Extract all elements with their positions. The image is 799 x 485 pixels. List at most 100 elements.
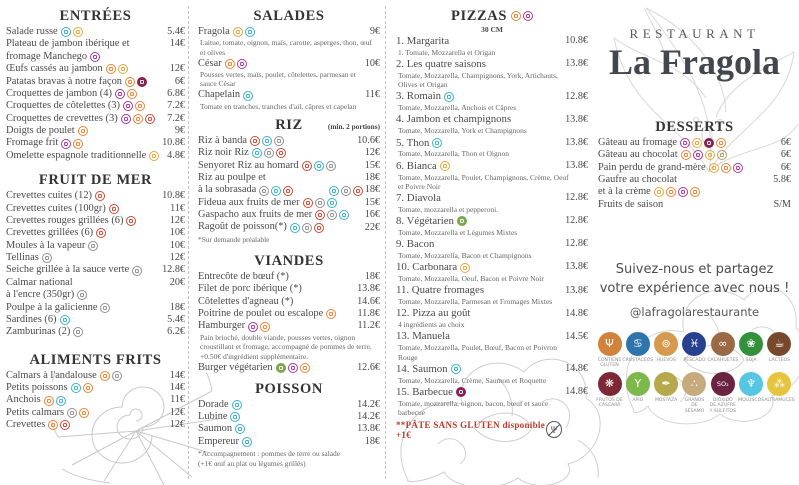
legend-lacteos: ☕ Lácteos — [766, 331, 793, 369]
item-price: 18€ — [364, 270, 380, 282]
item-name: Croquettes de jambon (4) — [6, 87, 112, 99]
menu-item: Riz noir Riz 12€ — [198, 147, 380, 159]
menu-item: Crevettes 12€ — [6, 419, 185, 431]
allergen-glyph — [247, 30, 252, 35]
item-right: 14.6€ — [354, 296, 380, 308]
orange-allergen-icon — [665, 187, 676, 198]
allergen-badges — [444, 91, 454, 102]
dioxido-de-azufre-y-sulfitos-icon: SO₂ — [710, 371, 735, 396]
allergen-glyph — [111, 206, 116, 211]
orange-allergen-icon — [77, 126, 88, 137]
menu-item: Riz au poulpe et 18€ — [198, 172, 380, 184]
allergen-badges — [439, 161, 450, 172]
allergen-badges — [248, 321, 271, 332]
item-price: 6€ — [780, 149, 791, 161]
cyan-allergen-icon — [289, 222, 300, 233]
menu-item: Crevettes cuites (12) 10.8€ — [6, 190, 185, 202]
red-allergen-icon — [301, 160, 312, 171]
item-price: 20€ — [169, 276, 185, 288]
orange-allergen-icon — [134, 101, 145, 112]
item-right: 12.8€ — [159, 264, 185, 276]
allergen-glyph — [76, 141, 81, 146]
menu-item: 7. Diavola 12.8€ — [396, 192, 588, 205]
allergen-badges — [67, 407, 90, 418]
item-right: 11€ — [167, 203, 185, 215]
item-right: 13.8€ — [562, 114, 588, 126]
section-header: RIZ (min. 2 portions) — [198, 116, 380, 134]
item-right: 12€ — [167, 252, 185, 264]
allergen-badges — [48, 420, 71, 431]
item-description: Tomate, Mozzarella, Crème, Saumon et Roq… — [398, 375, 547, 385]
section-header: FRUIT DE MER — [6, 171, 185, 189]
item-price: 12€ — [169, 406, 185, 418]
gray-allergen-icon — [340, 185, 351, 196]
cyan-allergen-icon — [262, 136, 273, 147]
allergen-glyph — [80, 293, 85, 298]
allergen-badges — [326, 309, 337, 320]
item-name: Croquettes de crevettes (3) — [6, 112, 118, 124]
instagram-handle: @lafragolarestaurante — [629, 304, 760, 319]
item-description: Tomate en tranches, tranches d'ail, câpr… — [200, 101, 357, 111]
orange-allergen-icon — [680, 150, 691, 161]
item-right: 6.2€ — [164, 326, 185, 338]
allergen-badges — [124, 76, 147, 87]
menu-item: Lubine 14.2€ — [198, 411, 380, 423]
item-name: à la sobrasada — [198, 184, 257, 196]
item-price: 15€ — [364, 159, 380, 171]
item-right: 10.6€ — [354, 135, 380, 147]
item-name: Pain perdu de grand-mère — [598, 161, 706, 173]
item-name: Crevettes cuites (12) — [6, 190, 92, 202]
column-pizzas: PIZZAS 30 CM 1. Margarita 10.8€ 1. Tomate, M… — [386, 0, 592, 485]
item-right: 13.8€ — [562, 160, 588, 172]
item-price: 12.8€ — [162, 264, 185, 276]
cyan-allergen-icon — [243, 90, 254, 101]
item-name: Chapelain — [198, 89, 241, 101]
allergen-badges — [653, 187, 700, 198]
purple-allergen-icon — [680, 137, 691, 148]
item-name: Anchois — [6, 394, 41, 406]
item-name: Œufs cassés au jambon — [6, 63, 103, 75]
allergen-glyph — [125, 104, 130, 109]
item-name: Ragoût de poisson(*) — [198, 221, 287, 233]
item-price: 13.8€ — [565, 58, 588, 70]
legend-huevos: ⊚ Huevos — [653, 331, 680, 369]
item-price: 13.8€ — [357, 283, 380, 295]
red-allergen-icon — [283, 185, 294, 196]
legend-label: Altramuces — [764, 397, 795, 403]
orange-allergen-icon — [299, 363, 310, 374]
orange-allergen-icon — [132, 113, 143, 124]
section-fruit-de-mer: FRUIT DE MER Crevettes cuites (12) 10.8€ Cr… — [6, 171, 185, 339]
legend-granos-de-sesamo: ∴ Granos de sésamo — [681, 371, 708, 415]
allergen-glyph — [277, 139, 282, 144]
orange-allergen-icon — [124, 76, 135, 87]
legend-gluten: Ψ Contiene gluten — [596, 331, 623, 369]
item-price: 11.2€ — [357, 320, 380, 332]
item-name: Tellinas — [6, 252, 39, 263]
section-title: FRUIT DE MER — [38, 172, 153, 189]
orange-allergen-icon — [48, 420, 59, 431]
item-name: Patatas bravas à notre façon — [6, 75, 122, 87]
item-right: 5.4€ — [164, 26, 185, 38]
gray-allergen-icon — [100, 302, 111, 313]
item-description: Tomate, Mozzarella et Légumes Mixtes — [398, 227, 518, 237]
menu-item: 10. Carbonara 13.8€ — [396, 261, 588, 274]
item-right: 11.2€ — [354, 320, 380, 332]
item-price: 13.8€ — [565, 159, 588, 171]
allergen-badges — [289, 222, 324, 233]
allergen-badges — [120, 113, 155, 124]
menu-item: Filet de porc ibérique (*) 13.8€ — [198, 283, 380, 295]
item-right: 18€ — [362, 172, 380, 184]
allergen-glyph — [329, 200, 334, 205]
item-price: 13.8€ — [565, 261, 588, 273]
purple-allergen-icon — [287, 363, 298, 374]
item-price: 14.2€ — [357, 398, 380, 410]
item-price: 11€ — [365, 89, 380, 101]
allergen-badges — [100, 302, 111, 313]
allergen-badges — [60, 27, 83, 38]
column-divider — [385, 6, 386, 479]
item-description: Laitue, tomate, oignon, maïs, carotte, a… — [200, 38, 372, 57]
item-name: Senyoret Riz au homard — [198, 159, 299, 171]
gluten-icon: Ψ — [597, 331, 622, 356]
item-price: 5.4€ — [167, 26, 185, 38]
